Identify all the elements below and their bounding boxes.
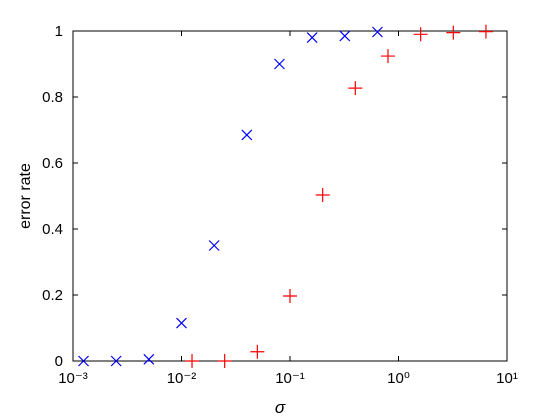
y-tick-label: 0.8	[42, 89, 63, 106]
marker	[185, 354, 200, 368]
marker	[478, 24, 493, 39]
y-tick-label: 0.6	[42, 155, 63, 172]
marker	[241, 129, 253, 141]
marker	[380, 49, 395, 64]
y-tick-label: 0.2	[42, 287, 63, 304]
marker	[217, 354, 232, 368]
y-tick-label: 0	[55, 353, 63, 370]
x-tick-label: 10⁻¹	[275, 370, 305, 387]
marker	[315, 188, 330, 203]
x-tick-label: 10⁰	[387, 370, 410, 387]
marker	[208, 240, 220, 251]
y-tick-label: 0.4	[42, 221, 63, 238]
marker	[339, 30, 351, 42]
marker	[78, 355, 89, 367]
y-tick-label: 1	[55, 23, 63, 40]
marker	[283, 288, 297, 303]
marker	[176, 317, 187, 329]
marker	[306, 32, 318, 44]
marker	[413, 27, 428, 42]
marker	[110, 355, 122, 367]
x-tick-label: 10¹	[496, 370, 518, 387]
marker	[372, 26, 383, 38]
marker	[446, 25, 461, 40]
y-axis-label: error rate	[17, 163, 34, 229]
x-tick-label: 10⁻²	[167, 370, 197, 387]
marker	[143, 353, 155, 365]
marker	[348, 81, 363, 96]
x-tick-label: 10⁻³	[58, 370, 88, 387]
plot-frame	[72, 30, 508, 362]
marker	[274, 58, 285, 70]
x-axis-label: σ	[275, 398, 286, 417]
marker	[250, 344, 265, 359]
